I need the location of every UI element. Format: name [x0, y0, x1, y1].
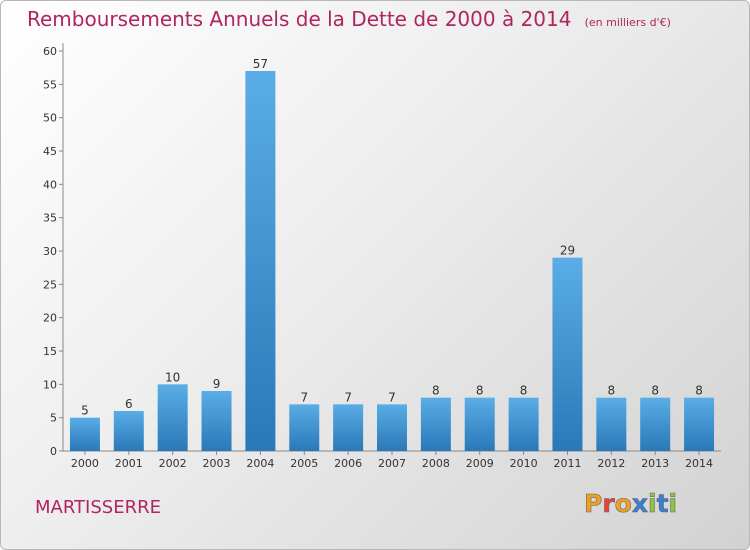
chart-unit: (en milliers d'€) [584, 16, 671, 29]
data-label-2003: 9 [213, 377, 221, 391]
bar-2006 [333, 404, 364, 451]
y-tick-label: 35 [43, 212, 57, 225]
brand-letter: i [668, 489, 678, 519]
x-tick-label-2001: 2001 [115, 457, 143, 470]
brand-letter: x [631, 489, 649, 519]
x-tick-label-2003: 2003 [203, 457, 231, 470]
x-tick-label-2004: 2004 [246, 457, 274, 470]
y-tick-label: 25 [43, 278, 57, 291]
y-tick-label: 5 [50, 412, 57, 425]
y-tick-label: 20 [43, 312, 57, 325]
x-tick-label-2000: 2000 [71, 457, 99, 470]
bar-2009 [464, 397, 495, 451]
y-tick-label: 15 [43, 345, 57, 358]
data-label-2012: 8 [608, 384, 616, 398]
x-tick-label-2013: 2013 [641, 457, 669, 470]
x-tick-label-2002: 2002 [159, 457, 187, 470]
bar-2011 [552, 257, 583, 451]
x-tick-label-2005: 2005 [290, 457, 318, 470]
bar-2001 [113, 411, 144, 451]
bar-2005 [289, 404, 320, 451]
brand-letter: i [648, 489, 657, 519]
data-label-2000: 5 [81, 404, 89, 418]
data-label-2009: 8 [476, 384, 484, 398]
x-tick-label-2012: 2012 [597, 457, 625, 470]
x-tick-label-2009: 2009 [466, 457, 494, 470]
y-tick-label: 30 [43, 245, 57, 258]
brand-letter: o [614, 489, 632, 519]
y-tick-label: 50 [43, 112, 57, 125]
x-tick-label-2011: 2011 [553, 457, 581, 470]
bar-2007 [377, 404, 407, 451]
bar-2003 [201, 391, 232, 451]
brand-letter: P [584, 489, 603, 519]
data-label-2004: 57 [253, 57, 268, 71]
axes: 0 5 10 15 20 25 30 35 40 45 50 55 60 2000 2001 2002 2003… [43, 43, 721, 470]
commune-name: MARTISSERRE [35, 497, 161, 518]
data-label-2007: 7 [388, 390, 396, 404]
data-label-2005: 7 [300, 390, 308, 404]
bar-2000 [69, 417, 100, 451]
x-tick-label-2014: 2014 [685, 457, 713, 470]
x-tick-label-2006: 2006 [334, 457, 362, 470]
brand-letter: r [602, 489, 615, 519]
chart-title: Remboursements Annuels de la Dette de 20… [27, 7, 671, 31]
data-label-2002: 10 [165, 370, 180, 384]
chart-title-text: Remboursements Annuels de la Dette de 20… [27, 7, 572, 31]
bar-2012 [596, 397, 627, 451]
data-label-2008: 8 [432, 384, 440, 398]
y-tick-label: 55 [43, 78, 57, 91]
bars: 5 6 10 9 57 7 7 7 8 8 8 29 8 8 8 [69, 57, 715, 451]
brand-letter: t [656, 489, 669, 519]
y-tick-label: 60 [43, 45, 57, 58]
data-label-2014: 8 [695, 384, 703, 398]
bar-2014 [684, 397, 715, 451]
bar-2002 [157, 384, 188, 451]
bar-2010 [508, 397, 539, 451]
bar-2008 [420, 397, 451, 451]
y-tick-label: 45 [43, 145, 57, 158]
x-tick-label-2008: 2008 [422, 457, 450, 470]
y-tick-label: 40 [43, 178, 57, 191]
y-tick-label: 10 [43, 378, 57, 391]
data-label-2006: 7 [344, 390, 352, 404]
x-tick-label-2010: 2010 [510, 457, 538, 470]
data-label-2010: 8 [520, 384, 528, 398]
data-label-2011: 29 [560, 244, 575, 258]
bar-2004 [245, 71, 276, 451]
data-label-2001: 6 [125, 397, 133, 411]
bar-2013 [640, 397, 671, 451]
brand-logo: Proxiti [584, 489, 678, 519]
data-label-2013: 8 [651, 384, 659, 398]
y-tick-label: 0 [50, 445, 57, 458]
x-tick-label-2007: 2007 [378, 457, 406, 470]
